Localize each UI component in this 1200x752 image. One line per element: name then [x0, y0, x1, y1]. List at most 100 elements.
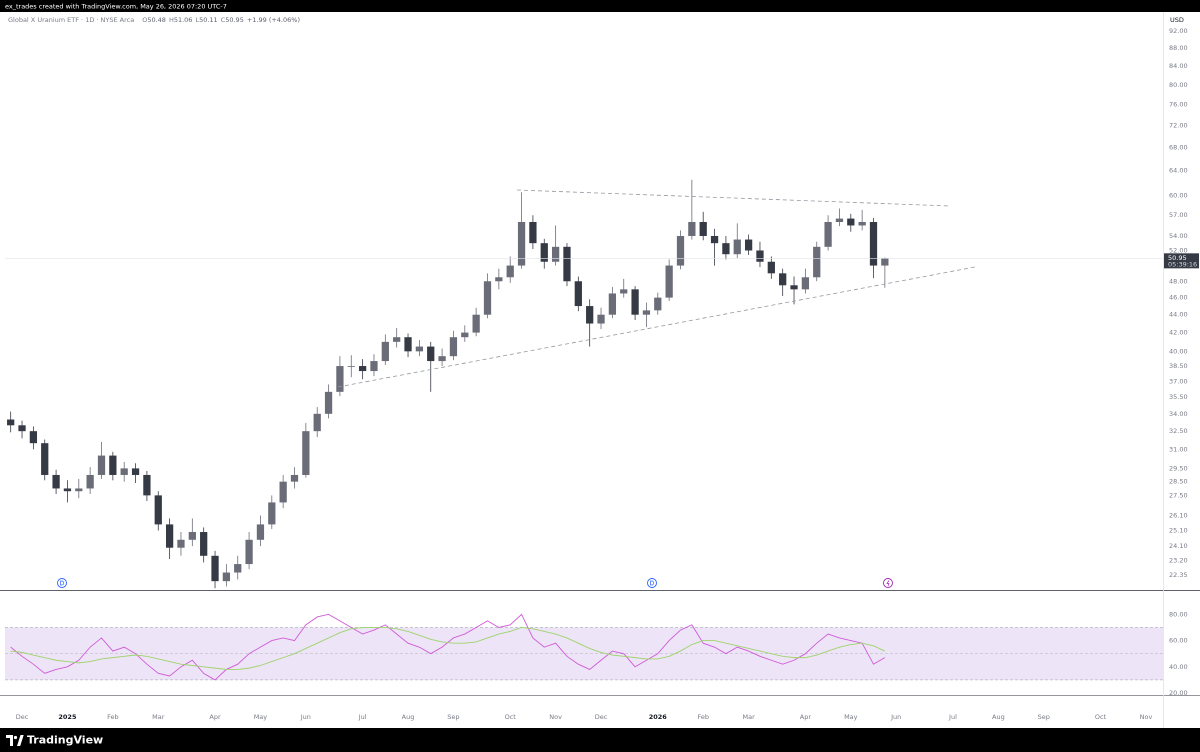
x-tick-label: Apr: [800, 713, 812, 721]
candle-body: [302, 431, 310, 475]
candle-body: [7, 419, 15, 426]
candle-body: [177, 539, 185, 548]
legend-value: 50.48: [147, 16, 166, 24]
candle-body: [131, 468, 140, 475]
x-tick-label: Sep: [447, 713, 459, 721]
candle-body: [63, 488, 72, 492]
candle-body: [256, 524, 265, 540]
y-tick-label: 27.50: [1169, 491, 1188, 499]
candle-body: [529, 221, 537, 244]
x-tick-label: Aug: [402, 713, 415, 721]
y-tick-label: 88.00: [1169, 44, 1188, 52]
x-tick-label: Dec: [16, 713, 29, 721]
candle-body: [608, 293, 617, 315]
candle-body: [688, 221, 696, 236]
legend-value: 50.11: [199, 16, 218, 24]
y-tick-label: 25.10: [1169, 526, 1188, 534]
change: +1.99 (+4.06%): [247, 16, 300, 24]
candle-body: [381, 341, 389, 362]
bottom-bar: [0, 728, 1200, 752]
y-tick-label: 31.00: [1169, 445, 1188, 453]
y-tick-label: 29.50: [1169, 464, 1188, 472]
candle-body: [347, 366, 355, 367]
x-tick-label: Mar: [742, 713, 755, 721]
candle-body: [665, 265, 673, 298]
candle-body: [404, 337, 412, 352]
candle-body: [801, 277, 810, 290]
y-tick-label: 92.00: [1169, 27, 1188, 35]
y-tick-label: 40.00: [1169, 663, 1188, 671]
y-tick-label: 44.00: [1169, 311, 1188, 319]
legend-label: C: [221, 16, 226, 24]
candle-body: [654, 297, 662, 311]
price-pane: 92.00 88.00 84.00 80.00 76.00 72.00 68.00 64.00…: [5, 16, 1199, 589]
y-tick-label: 60.00: [1169, 191, 1188, 199]
candle-body: [427, 346, 435, 362]
candle-body: [540, 243, 548, 262]
candle-body: [779, 273, 787, 286]
earnings-icon[interactable]: [883, 578, 893, 588]
y-tick-label: 28.50: [1169, 478, 1188, 486]
y-tick-label: 80.00: [1169, 81, 1188, 89]
candle-body: [722, 243, 730, 255]
y-tick-label: 52.00: [1169, 246, 1188, 254]
legend-label: O: [142, 16, 147, 24]
dividend-icon[interactable]: [647, 578, 657, 588]
x-tick-label: Jun: [300, 713, 311, 721]
candle-body: [165, 524, 174, 548]
y-tick-label: 60.00: [1169, 637, 1188, 645]
y-tick-label: 80.00: [1169, 610, 1188, 618]
y-tick-label: 40.00: [1169, 347, 1188, 355]
x-tick-label: Oct: [505, 713, 517, 721]
candle-body: [393, 337, 401, 342]
last-price-label: 50.95: [1168, 254, 1187, 262]
candle-body: [109, 455, 117, 475]
y-tick-label: 26.10: [1169, 511, 1188, 519]
x-tick-label: Feb: [697, 713, 709, 721]
branding: TradingView: [27, 734, 103, 747]
candle-body: [290, 474, 299, 482]
candle-body: [642, 310, 651, 315]
candle-body: [200, 532, 208, 556]
candle-body: [279, 481, 287, 503]
candle-body: [676, 235, 685, 266]
candle-body: [438, 356, 446, 362]
x-tick-label: 2025: [58, 713, 77, 721]
y-tick-label: 32.50: [1169, 427, 1188, 435]
candle-body: [449, 337, 458, 357]
candle-body: [881, 258, 889, 266]
candle-body: [86, 474, 94, 489]
y-tick-label: 42.00: [1169, 329, 1188, 337]
indicator-line: [10, 627, 886, 670]
candle-body: [415, 346, 424, 352]
top-bar: [0, 0, 1200, 12]
candle-body: [869, 221, 878, 266]
y-tick-label: 54.00: [1169, 232, 1188, 240]
y-tick-label: 35.50: [1169, 393, 1188, 401]
candle-body: [563, 246, 571, 282]
candle-body: [847, 218, 855, 226]
candle-body: [29, 431, 38, 444]
y-tick-label: 46.00: [1169, 294, 1188, 302]
candle-body: [336, 366, 344, 392]
x-tick-label: Oct: [1095, 713, 1107, 721]
candle-body: [234, 564, 242, 573]
x-tick-label: Sep: [1038, 713, 1050, 721]
x-tick-label: May: [254, 713, 268, 721]
y-tick-label: 48.00: [1169, 277, 1188, 285]
candle-body: [710, 235, 719, 244]
candle-body: [41, 443, 49, 475]
y-tick-label: 68.00: [1169, 143, 1188, 151]
legend-value: 50.95: [225, 16, 244, 24]
candle-body: [506, 265, 514, 278]
y-tick-label: 20.00: [1169, 689, 1188, 697]
candle-body: [790, 285, 798, 290]
candle-body: [472, 314, 480, 333]
candle-body: [97, 455, 106, 475]
candle-body: [858, 221, 866, 226]
legend-label: H: [169, 16, 174, 24]
last-price-box: [1164, 253, 1199, 269]
dividend-icon[interactable]: [57, 578, 67, 588]
